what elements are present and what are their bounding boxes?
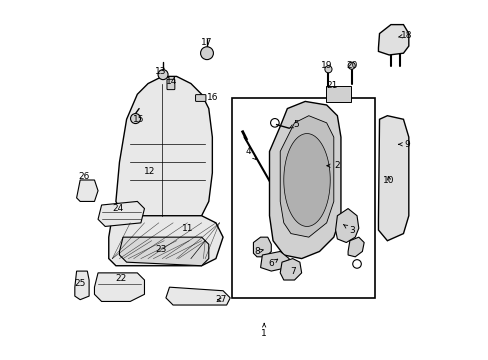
Polygon shape	[335, 208, 358, 243]
Text: 21: 21	[325, 81, 337, 90]
Text: 3: 3	[343, 225, 354, 234]
Text: 7: 7	[289, 267, 295, 276]
Text: 9: 9	[398, 140, 409, 149]
Polygon shape	[116, 76, 212, 223]
Circle shape	[200, 47, 213, 60]
Text: 19: 19	[320, 61, 332, 70]
Text: 4: 4	[245, 147, 256, 159]
Text: 24: 24	[112, 204, 123, 213]
Text: 25: 25	[74, 279, 86, 288]
Text: 13: 13	[155, 67, 166, 76]
Text: 2: 2	[326, 161, 340, 170]
Text: 20: 20	[346, 61, 357, 70]
FancyBboxPatch shape	[195, 95, 205, 102]
Polygon shape	[98, 202, 144, 226]
Text: 8: 8	[254, 247, 263, 256]
Text: 14: 14	[165, 77, 177, 86]
Polygon shape	[253, 237, 271, 257]
Text: 1: 1	[261, 323, 266, 338]
Circle shape	[347, 62, 354, 69]
FancyBboxPatch shape	[166, 79, 175, 90]
Circle shape	[324, 66, 331, 73]
Text: 10: 10	[383, 176, 394, 185]
Polygon shape	[283, 134, 329, 226]
Text: 16: 16	[206, 93, 218, 102]
Polygon shape	[75, 271, 89, 300]
Text: 12: 12	[144, 167, 155, 176]
Polygon shape	[378, 116, 408, 241]
Polygon shape	[280, 258, 301, 280]
Circle shape	[158, 69, 168, 80]
Polygon shape	[269, 102, 340, 258]
Text: 18: 18	[398, 31, 412, 40]
Text: 11: 11	[181, 224, 193, 233]
Text: 23: 23	[155, 245, 166, 254]
FancyBboxPatch shape	[231, 98, 374, 298]
Polygon shape	[108, 216, 223, 266]
Text: 6: 6	[268, 259, 277, 269]
Text: 27: 27	[215, 295, 226, 304]
Polygon shape	[280, 116, 333, 237]
FancyBboxPatch shape	[325, 86, 350, 102]
Polygon shape	[119, 237, 208, 266]
Text: 26: 26	[78, 172, 89, 181]
Text: 17: 17	[201, 38, 212, 47]
Polygon shape	[378, 24, 408, 55]
Polygon shape	[260, 251, 288, 271]
Polygon shape	[347, 237, 364, 257]
Polygon shape	[77, 180, 98, 202]
Text: 5: 5	[289, 120, 299, 129]
Text: 15: 15	[133, 115, 144, 124]
Polygon shape	[165, 287, 230, 305]
Polygon shape	[94, 273, 144, 301]
Circle shape	[130, 113, 140, 123]
Text: 22: 22	[115, 274, 126, 283]
